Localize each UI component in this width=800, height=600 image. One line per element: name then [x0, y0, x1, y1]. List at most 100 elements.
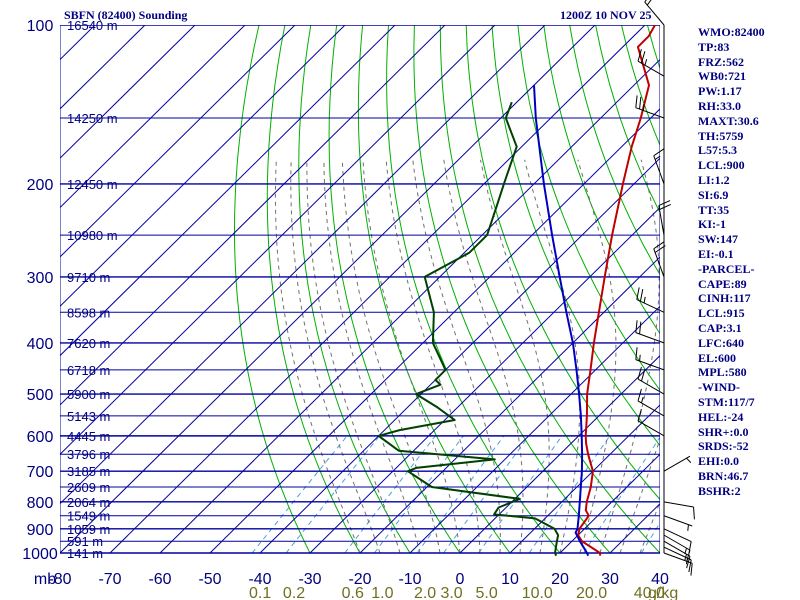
height-label: 8598 m	[67, 305, 110, 320]
pressure-unit-label: mb	[34, 571, 56, 588]
moist-adiabat	[362, 159, 461, 554]
moist-adiabat	[412, 159, 501, 553]
height-label: 3796 m	[67, 447, 110, 462]
mixing-ratio-label: 20.0	[576, 585, 607, 600]
moist-adiabat	[274, 159, 361, 554]
mixing-ratio-label: 3.0	[440, 585, 462, 600]
index-item: CAPE:89	[698, 276, 747, 291]
height-label: 141 m	[67, 546, 103, 561]
wind-barb	[636, 287, 665, 313]
temperature-tick-label: -80	[48, 571, 71, 588]
index-item: STM:117/7	[698, 394, 755, 409]
mixing-ratio-label: 0.1	[249, 585, 271, 600]
isotherm-line	[209, 108, 660, 554]
pressure-tick-label: 700	[27, 464, 54, 481]
pressure-tick-label: 300	[27, 270, 54, 287]
pressure-tick-label: 200	[27, 177, 54, 194]
pressure-tick-label: 500	[27, 387, 54, 404]
index-item: EI:-0.1	[698, 246, 734, 261]
moist-adiabat	[443, 159, 524, 554]
wind-barb	[653, 148, 665, 185]
wind-barb	[635, 95, 665, 119]
height-label: 2609 m	[67, 480, 110, 495]
dry-adiabat	[298, 25, 411, 554]
temperature-tick-label: -60	[148, 571, 171, 588]
height-label: 7620 m	[67, 336, 110, 351]
height-label: 9710 m	[67, 270, 110, 285]
sounding-indices: WMO:82400 TP:83 FRZ:562 WB0:721 PW:1.17 RH:33…	[698, 25, 800, 499]
isotherm-line	[109, 25, 646, 554]
temperature-line	[577, 25, 656, 556]
pressure-tick-label: 800	[27, 495, 54, 512]
mixing-ratio-label: 0.2	[283, 585, 305, 600]
wind-barb	[637, 388, 665, 417]
height-label: 5900 m	[67, 387, 110, 402]
moist-adiabat	[599, 159, 660, 554]
isotherm-line	[60, 25, 596, 554]
index-item: EL:600	[698, 350, 737, 365]
height-label: 4445 m	[67, 429, 110, 444]
index-item: SHR+:0.0	[698, 424, 749, 439]
index-item: TT:35	[698, 202, 730, 217]
mixing-ratio-label: 10.0	[522, 585, 553, 600]
moist-adiabat	[341, 159, 441, 554]
temperature-tick-label: -70	[98, 571, 121, 588]
isotherm-line	[60, 25, 346, 307]
index-item: BRN:46.7	[698, 468, 749, 483]
isotherm-line	[60, 25, 496, 456]
isotherm-line	[259, 157, 660, 554]
wind-barb	[637, 408, 665, 437]
wind-barb	[644, 0, 665, 26]
wind-barb	[635, 320, 665, 344]
dry-adiabat	[266, 25, 361, 554]
parcel-line	[533, 85, 590, 557]
height-label: 6718 m	[67, 363, 110, 378]
index-item: PW:1.17	[698, 84, 742, 99]
index-item: LCL:900	[698, 158, 745, 173]
index-item: HEL:-24	[698, 409, 744, 424]
index-item: SW:147	[698, 232, 739, 247]
height-label: 10980 m	[67, 228, 118, 243]
index-item: FRZ:562	[698, 54, 744, 69]
mixing-ratio-line	[528, 435, 611, 554]
temperature-tick-label: 30	[601, 571, 619, 588]
height-label: 14250 m	[67, 111, 118, 126]
wind-barb	[663, 455, 692, 472]
index-item: LFC:640	[698, 335, 744, 350]
mixing-ratio-label: 0.6	[342, 585, 364, 600]
index-item: LCL:915	[698, 306, 745, 321]
isotherm-line	[60, 25, 296, 258]
pressure-tick-label: 400	[27, 336, 54, 353]
wind-barb	[663, 540, 691, 569]
height-label: 5143 m	[67, 409, 110, 424]
wind-barb	[663, 552, 693, 576]
height-label: 591 m	[67, 534, 103, 549]
index-item: BSHR:2	[698, 483, 741, 498]
dewpoint-line	[377, 101, 560, 557]
temperature-tick-label: -30	[298, 571, 321, 588]
isotherm-line	[309, 206, 660, 554]
mixing-ratio-unit: g/kg	[648, 585, 678, 600]
index-item: EHI:0.0	[698, 454, 740, 469]
isotherm-line	[60, 25, 396, 357]
valid-time: 1200Z 10 NOV 25	[560, 8, 652, 22]
index-item: L57:5.3	[698, 143, 737, 158]
isotherm-line	[60, 25, 246, 209]
moist-adiabat	[480, 159, 550, 554]
wind-barb	[635, 347, 665, 371]
wind-barb	[637, 49, 665, 77]
wind-barb	[663, 515, 693, 531]
isotherm-line	[60, 25, 446, 406]
isotherm-line	[459, 354, 660, 554]
height-label: 3185 m	[67, 464, 110, 479]
index-item: WB0:721	[698, 69, 746, 84]
index-item: KI:-1	[698, 217, 726, 232]
mixing-ratio-label: 5.0	[475, 585, 497, 600]
mixing-ratio-label: 40.0	[634, 585, 665, 600]
mixing-ratio-line	[640, 522, 660, 554]
wind-barb	[637, 367, 665, 395]
moist-adiabat	[524, 159, 581, 554]
moist-adiabat	[577, 159, 617, 554]
index-item: MAXT:30.6	[698, 113, 759, 128]
pressure-tick-label: 1000	[22, 546, 58, 563]
